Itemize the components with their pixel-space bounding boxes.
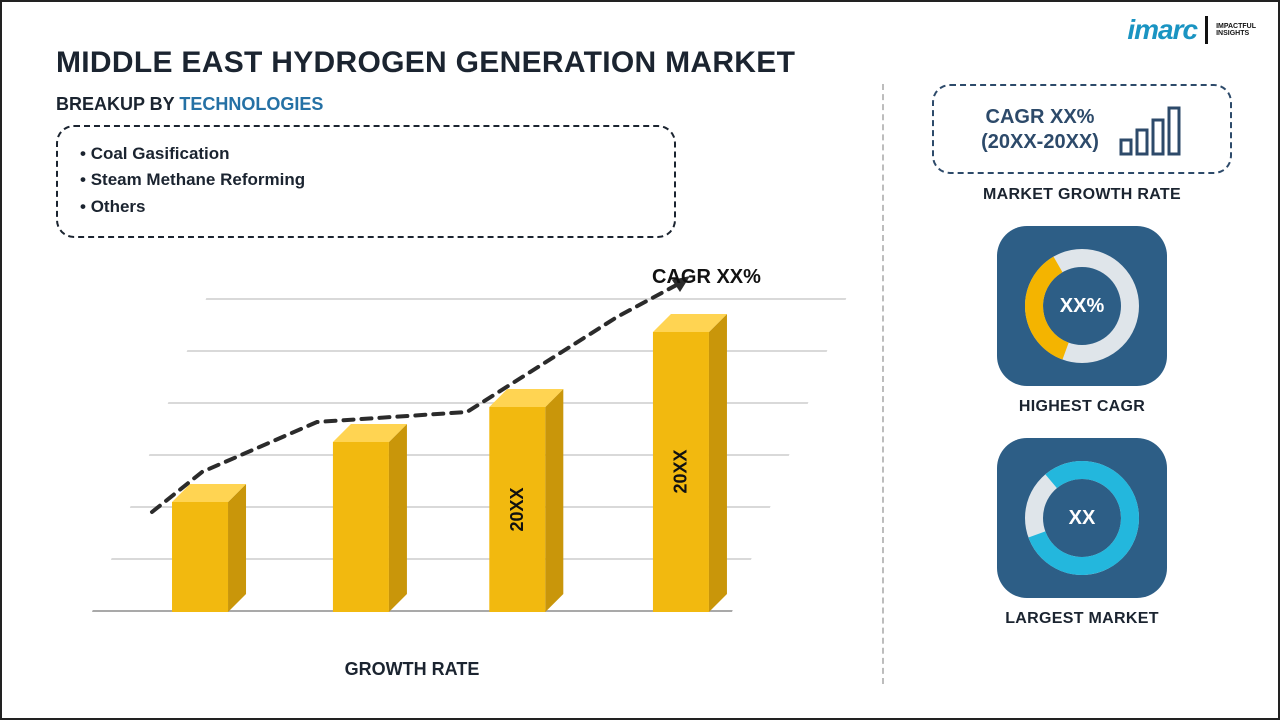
donut-highest-value: XX% [1060, 295, 1104, 318]
chart-bar [333, 442, 389, 612]
breakup-subhead: BREAKUP BY TECHNOLOGIES [56, 94, 836, 115]
largest-market-tile: XX [997, 438, 1167, 598]
cagr-label: CAGR XX% [652, 266, 761, 289]
market-growth-rate-label: MARKET GROWTH RATE [917, 186, 1247, 204]
chart-bar: 20XX [653, 332, 709, 612]
logo-tagline-l2: INSIGHTS [1216, 30, 1249, 37]
technology-item: Coal Gasification [80, 141, 652, 167]
chart-bar: 20XX [489, 407, 545, 612]
right-column: CAGR XX% (20XX-20XX) MARKET GROWTH RATE … [917, 84, 1247, 628]
growth-caption: GROWTH RATE [62, 659, 762, 680]
logo-tagline-l1: IMPACTFUL [1216, 23, 1256, 30]
chart-bar-label: 20XX [507, 487, 528, 531]
technology-item: Steam Methane Reforming [80, 167, 652, 193]
largest-market-label: LARGEST MARKET [917, 610, 1247, 628]
left-column: BREAKUP BY TECHNOLOGIES Coal Gasificatio… [56, 94, 836, 238]
chart-plot-area: 20XX 20XX [92, 292, 848, 612]
logo-text: imarc [1127, 14, 1197, 46]
growth-pill-line2: (20XX-20XX) [981, 130, 1099, 155]
page-title: MIDDLE EAST HYDROGEN GENERATION MARKET [56, 46, 795, 80]
logo-tagline: IMPACTFUL INSIGHTS [1216, 23, 1256, 38]
logo-divider [1205, 16, 1208, 44]
chart-gridline [206, 298, 847, 300]
subhead-prefix: BREAKUP BY [56, 94, 179, 114]
brand-logo: imarc IMPACTFUL INSIGHTS [1127, 14, 1256, 46]
chart-bar-label: 20XX [670, 449, 691, 493]
highest-cagr-tile: XX% [997, 226, 1167, 386]
growth-pill-text: CAGR XX% (20XX-20XX) [981, 105, 1099, 155]
subhead-accent: TECHNOLOGIES [179, 94, 323, 114]
growth-chart: 20XX20XX CAGR XX% GROWTH RATE [62, 292, 802, 672]
donut-largest-value: XX [1069, 507, 1096, 530]
technologies-box: Coal Gasification Steam Methane Reformin… [56, 125, 676, 238]
growth-pill-line1: CAGR XX% [981, 105, 1099, 130]
growth-bars-icon [1117, 102, 1183, 158]
chart-gridline [187, 350, 828, 352]
column-divider [882, 84, 884, 684]
technology-item: Others [80, 194, 652, 220]
highest-cagr-label: HIGHEST CAGR [917, 398, 1247, 416]
chart-bar [172, 502, 228, 612]
growth-rate-pill: CAGR XX% (20XX-20XX) [932, 84, 1232, 174]
